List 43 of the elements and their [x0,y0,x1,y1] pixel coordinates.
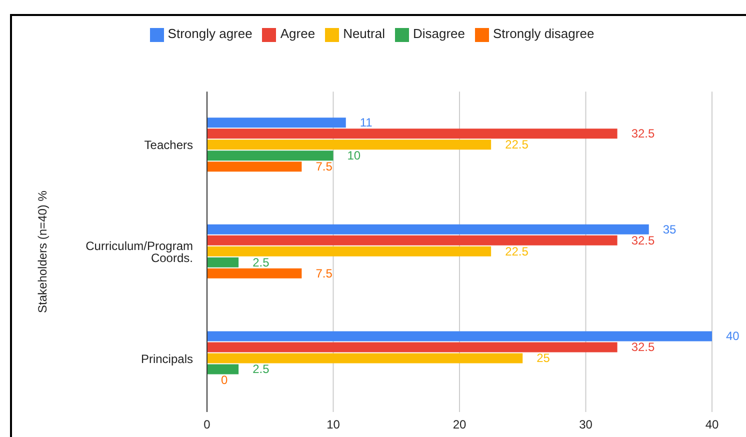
data-label: 10 [347,148,361,163]
data-label: 32.5 [631,126,655,141]
data-label: 32.5 [631,233,655,248]
data-label: 35 [662,222,677,236]
y-axis-title: Stakeholders (n=40) % [35,190,50,313]
data-label: 2.5 [252,362,270,376]
x-tick-label: 0 [204,418,211,432]
legend-label: Neutral [343,26,385,41]
bar [207,268,302,278]
data-label: 40 [726,329,740,344]
legend-label: Disagree [412,26,466,41]
legend-label: Agree [280,26,316,41]
bar [207,364,239,374]
bar [207,257,239,268]
y-tick-label: Principals [140,352,193,366]
y-tick-label: Teachers [144,138,193,152]
bar [207,235,618,246]
bar [207,150,334,161]
bar [207,353,523,364]
bar [207,162,302,172]
data-label: 22.5 [505,244,529,258]
data-label: 7.5 [316,160,333,174]
legend-label: Strongly disagree [493,26,594,41]
x-tick-label: 30 [579,418,593,432]
x-tick-label: 20 [452,418,466,432]
y-tick-label: Curriculum/Program Coords. [86,239,193,266]
bar [207,128,618,139]
bar [207,118,346,128]
data-label: 11 [360,116,373,130]
bar [207,331,712,342]
data-label: 0 [221,373,228,388]
data-label: 22.5 [505,138,529,152]
data-label: 32.5 [631,340,655,354]
x-tick-label: 10 [326,418,340,432]
data-label: 7.5 [316,266,333,280]
x-tick-label: 40 [705,418,719,432]
bar [207,224,649,234]
data-label: 25 [536,351,550,366]
legend-label: Strongly agree [168,26,252,41]
bar [207,246,492,256]
bar [207,140,492,150]
data-label: 2.5 [252,255,270,270]
bar [207,342,618,352]
